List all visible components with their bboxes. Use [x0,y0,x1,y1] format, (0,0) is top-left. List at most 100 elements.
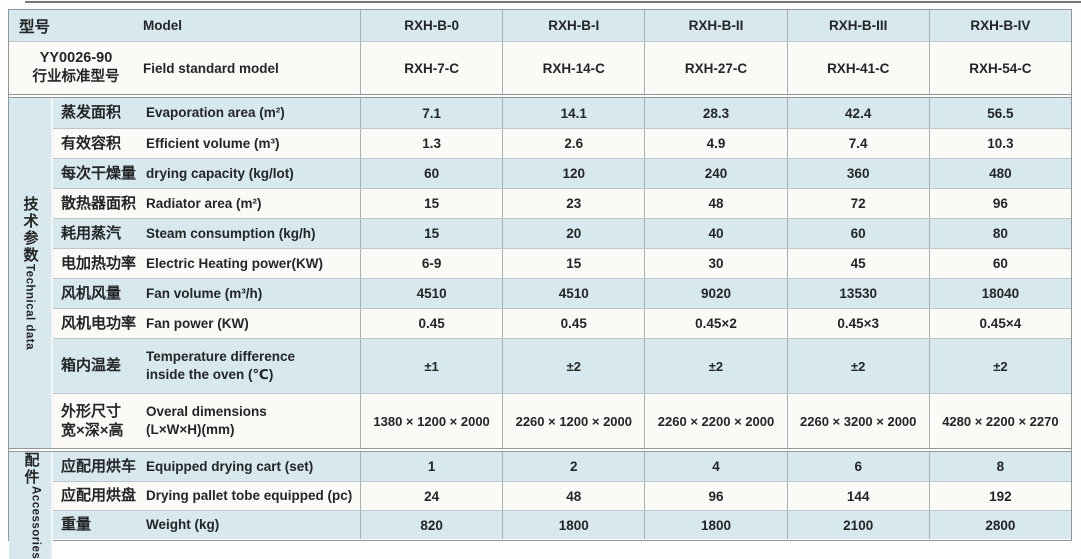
table-row: 每次干燥量 drying capacity (kg/lot) 60 120 240 360… [53,158,1071,188]
spec-value-cell: ±2 [786,339,929,393]
spec-value-cell: 4 [644,452,786,481]
row-label-en: Radiator area (m²) [146,195,262,211]
row-label-en: Fan volume (m³/h) [146,285,263,301]
spec-value-cell: 40 [644,219,786,248]
row-label-en: Weight (kg) [146,517,220,533]
spec-value-cell: 56.5 [928,98,1071,128]
spec-value-cell: 9020 [644,279,786,308]
spec-table: 型号 Model RXH-B-0 RXH-B-I RXH-B-II RXH-B-III… [8,9,1072,559]
spec-value-cell: 6-9 [360,249,502,278]
spec-value-cell: 2.6 [502,129,644,158]
spec-value-cell: ±1 [360,339,502,393]
model-name-cell: RXH-B-I [502,10,644,41]
spec-value-cell: 1800 [502,511,644,539]
row-label-zh: 有效容积 [61,134,122,152]
table-row: 散热器面积 Radiator area (m²) 15 23 48 72 96 [53,188,1071,218]
model-name-cells: RXH-B-0 RXH-B-I RXH-B-II RXH-B-III RXH-B-IV [360,10,1071,41]
spec-value-cell: 4280 × 2200 × 2270 [928,394,1071,448]
standard-model-cell: RXH-27-C [644,42,786,94]
spec-value-cell: 1 [360,452,502,481]
spec-value-cell: 0.45×3 [786,309,929,338]
spec-value-cell: 2260 × 2200 × 2000 [644,394,786,448]
spec-value-cell: 23 [502,189,644,218]
model-row: 型号 Model RXH-B-0 RXH-B-I RXH-B-II RXH-B-III… [9,10,1071,41]
standard-label-en: Field standard model [143,60,279,76]
spec-value-cell: 2100 [786,511,929,539]
row-label-zh: 每次干燥量 [61,164,137,182]
standard-label-cell: YY0026-90 行业标准型号 Field standard model [9,42,360,94]
standard-model-cells: RXH-7-C RXH-14-C RXH-27-C RXH-41-C RXH-54-C [360,42,1071,94]
accessories-rows: 应配用烘车 Equipped drying cart (set) 1 2 4 6 8 应配用烘… [53,452,1071,559]
spec-value-cell: 60 [786,219,929,248]
accessories-group-label: 配件 Accessories [9,452,53,559]
spec-value-cell: 240 [644,159,786,188]
row-label-en: Temperature difference inside the oven (℃… [146,349,296,382]
spec-value-cell: 0.45 [502,309,644,338]
row-label-zh: 应配用烘盘 [61,487,137,505]
spec-value-cell: 7.4 [786,129,929,158]
spec-value-cell: 72 [786,189,929,218]
spec-value-cell: 1380 × 1200 × 2000 [360,394,502,448]
spec-value-cell: 13530 [786,279,929,308]
spec-value-cell: 60 [928,249,1071,278]
row-label-zh: 风机电功率 [61,314,137,332]
table-row: 外形尺寸 宽×深×高 Overal dimensions (L×W×H)(mm) 138… [53,393,1071,448]
model-label-en: Model [143,18,182,33]
spec-value-cell: 45 [786,249,929,278]
spec-value-cell: ±2 [644,339,786,393]
row-label-en: Electric Heating power(KW) [146,255,324,271]
row-label-zh: 电加热功率 [61,254,137,272]
spec-value-cell: ±2 [502,339,644,393]
spec-value-cell: 28.3 [644,98,786,128]
spec-value-cell: 4510 [502,279,644,308]
spec-value-cell: 80 [928,219,1071,248]
spec-value-cell: 48 [502,482,644,510]
spec-value-cell: 2260 × 3200 × 2000 [786,394,929,448]
spec-value-cell: 6 [786,452,929,481]
spec-value-cell: 120 [502,159,644,188]
table-row: 有效容积 Efficient volume (m³) 1.3 2.6 4.9 7.4 10.… [53,128,1071,158]
spec-value-cell: 360 [786,159,929,188]
standard-model-cell: RXH-41-C [786,42,929,94]
table-row: 风机电功率 Fan power (KW) 0.45 0.45 0.45×2 0.45×3 0… [53,308,1071,338]
spec-value-cell: 14.1 [502,98,644,128]
model-name-cell: RXH-B-II [644,10,786,41]
row-label-en: Overal dimensions (L×W×H)(mm) [146,404,267,437]
technical-data-vertical-text: 技术参数Technical data [21,195,39,351]
spec-value-cell: 42.4 [786,98,929,128]
spec-value-cell: 18040 [928,279,1071,308]
model-name-cell: RXH-B-III [786,10,929,41]
accessories-section: 配件 Accessories 应配用烘车 Equipped drying cart… [9,451,1071,559]
spec-value-cell: 144 [786,482,929,510]
table-row: 电加热功率 Electric Heating power(KW) 6-9 15 30 45… [53,248,1071,278]
row-label-en: Drying pallet tobe equipped (pc) [146,488,353,504]
row-label-en: Evaporation area (m²) [146,105,285,121]
table-row: 耗用蒸汽 Steam consumption (kg/h) 15 20 40 60 80 [53,218,1071,248]
spec-value-cell: 48 [644,189,786,218]
table-row: 应配用烘车 Equipped drying cart (set) 1 2 4 6 8 [53,452,1071,481]
spec-value-cell: 60 [360,159,502,188]
spec-value-cell: 7.1 [360,98,502,128]
row-label-en: Efficient volume (m³) [146,135,280,151]
standard-model-cell: RXH-14-C [502,42,644,94]
standard-model-cell: RXH-7-C [360,42,502,94]
spec-value-cell: 20 [502,219,644,248]
accessories-vertical-text: 配件 Accessories [22,452,42,559]
spec-value-cell: 10.3 [928,129,1071,158]
spec-value-cell: 2800 [928,511,1071,539]
spec-value-cell: 8 [928,452,1071,481]
model-name-cell: RXH-B-0 [360,10,502,41]
row-label-en: Equipped drying cart (set) [146,458,314,474]
table-row: 应配用烘盘 Drying pallet tobe equipped (pc) 24 4… [53,481,1071,510]
row-label-zh: 外形尺寸 宽×深×高 [61,402,124,439]
spec-value-cell: 4.9 [644,129,786,158]
row-label-zh: 蒸发面积 [61,104,122,122]
model-header-block: 型号 Model RXH-B-0 RXH-B-I RXH-B-II RXH-B-III… [9,10,1071,95]
standard-label-zh: YY0026-90 行业标准型号 [32,50,120,85]
model-label-zh: 型号 [19,18,51,36]
row-label-en: Steam consumption (kg/h) [146,225,316,241]
spec-value-cell: 0.45×2 [644,309,786,338]
row-label-zh: 箱内温差 [61,357,122,375]
spec-value-cell: 192 [928,482,1071,510]
spec-value-cell: 1800 [644,511,786,539]
